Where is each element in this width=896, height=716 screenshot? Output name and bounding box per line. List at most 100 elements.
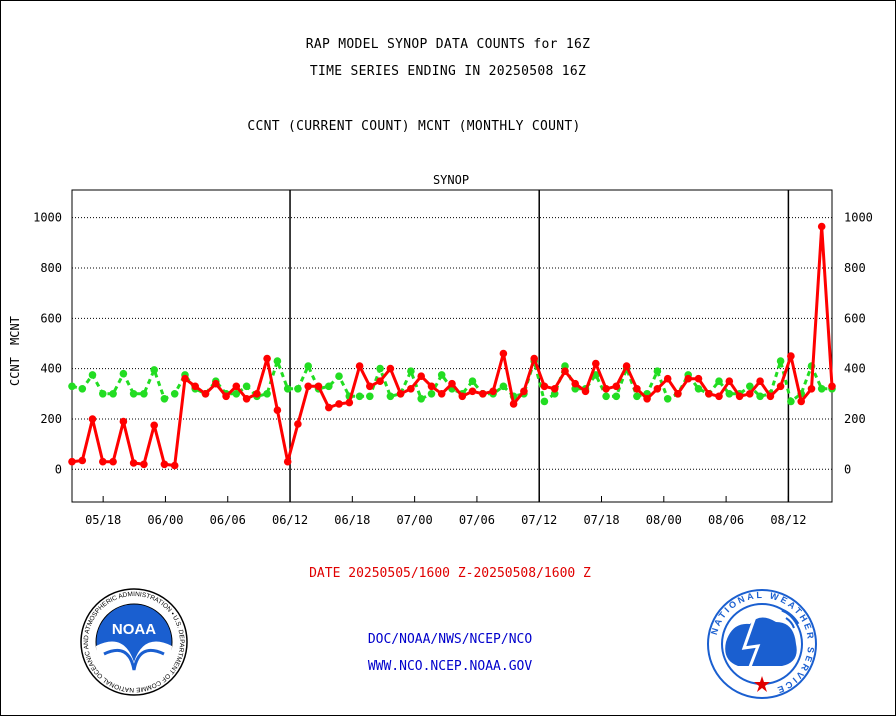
data-point-ccnt [119,417,128,426]
data-point-ccnt [489,387,497,396]
xtick-label: 08/12 [770,513,806,527]
data-point-mcnt [746,382,754,391]
data-point-mcnt [355,392,364,401]
data-point-mcnt [663,395,672,403]
ylabel-mcnt: MCNT [8,316,22,345]
data-point-mcnt [294,385,302,393]
data-point-mcnt [304,362,313,370]
data-point-ccnt [212,379,220,388]
data-point-ccnt [140,460,148,469]
data-point-ccnt [817,222,826,231]
ytick-label-left: 200 [40,412,62,426]
data-point-ccnt [746,390,754,398]
data-point-ccnt [263,354,271,363]
chart-title-line3: CCNT (CURRENT COUNT) MCNT (MONTHLY COUNT… [247,119,581,134]
data-point-ccnt [684,374,692,383]
data-point-ccnt [633,385,641,393]
xtick-label: 06/00 [147,513,183,527]
data-point-mcnt [633,392,641,401]
data-point-ccnt [253,390,261,398]
data-point-ccnt [602,385,610,393]
data-point-mcnt [468,377,477,386]
data-point-ccnt [99,457,107,466]
data-point-ccnt [530,354,538,363]
ylabel-ccnt: CCNT [8,357,22,386]
data-point-ccnt [643,395,651,403]
data-point-ccnt [448,379,456,388]
data-point-mcnt [119,369,128,378]
data-point-ccnt [705,390,713,398]
data-point-ccnt [571,379,579,388]
xtick-label: 07/12 [521,513,557,527]
ytick-label-left: 400 [40,362,62,376]
data-point-mcnt [407,367,415,376]
data-point-ccnt [294,420,302,428]
data-point-ccnt [242,395,251,403]
data-point-mcnt [417,395,426,403]
data-point-mcnt [170,390,179,398]
data-point-ccnt [437,390,446,398]
data-point-ccnt [715,392,723,401]
data-point-ccnt [509,400,518,408]
data-point-ccnt [386,364,395,373]
data-point-mcnt [437,371,446,379]
data-point-ccnt [345,398,354,407]
data-point-ccnt [550,385,559,393]
chart-title-line1: RAP MODEL SYNOP DATA COUNTS for 16Z [305,37,591,52]
xtick-label: 07/06 [459,513,495,527]
data-point-mcnt [78,385,87,393]
ytick-label-right: 400 [844,362,866,376]
data-point-mcnt [602,392,610,401]
data-point-mcnt [427,390,436,398]
ytick-label-right: 1000 [844,211,873,225]
data-point-ccnt [366,382,374,391]
data-point-mcnt [109,390,117,398]
data-point-ccnt [201,390,210,398]
data-point-ccnt [376,377,384,386]
xtick-label: 06/12 [272,513,308,527]
xtick-label: 07/18 [583,513,619,527]
data-point-mcnt [99,390,107,398]
data-point-ccnt [129,459,138,467]
data-point-mcnt [499,382,508,391]
data-point-ccnt [499,349,508,358]
data-point-mcnt [263,390,271,398]
data-point-mcnt [756,392,764,401]
data-point-ccnt [314,382,323,391]
data-point-mcnt [325,382,333,391]
data-point-mcnt [150,366,158,374]
data-point-ccnt [479,390,487,398]
data-point-ccnt [170,461,179,470]
ytick-label-right: 800 [844,261,866,275]
data-point-ccnt [355,362,364,370]
data-point-ccnt [427,382,436,391]
data-point-ccnt [776,382,785,391]
chart-title-line2: TIME SERIES ENDING IN 20250508 16Z [309,64,587,79]
xtick-label: 06/06 [210,513,246,527]
data-point-ccnt [725,377,734,386]
data-point-mcnt [776,357,785,365]
noaa-logo-label: NOAA [112,621,156,638]
xtick-label: 06/18 [334,513,370,527]
data-point-mcnt [540,397,549,406]
data-point-ccnt [653,385,662,393]
data-point-ccnt [735,392,744,401]
data-point-ccnt [396,390,405,398]
ytick-label-left: 1000 [33,211,62,225]
data-point-ccnt [674,390,682,398]
data-point-mcnt [283,385,292,393]
org-credit: DOC/NOAA/NWS/NCEP/NCO [367,632,533,647]
data-point-ccnt [797,397,805,406]
data-point-mcnt [817,385,826,393]
data-point-mcnt [160,395,169,403]
data-point-ccnt [458,392,467,401]
ytick-label-right: 600 [844,311,866,325]
data-point-mcnt [386,392,395,401]
data-point-mcnt [787,397,795,406]
data-point-mcnt [140,390,148,398]
data-point-ccnt [787,352,795,360]
ytick-label-left: 600 [40,311,62,325]
data-point-ccnt [756,377,764,386]
xtick-label: 08/06 [708,513,744,527]
